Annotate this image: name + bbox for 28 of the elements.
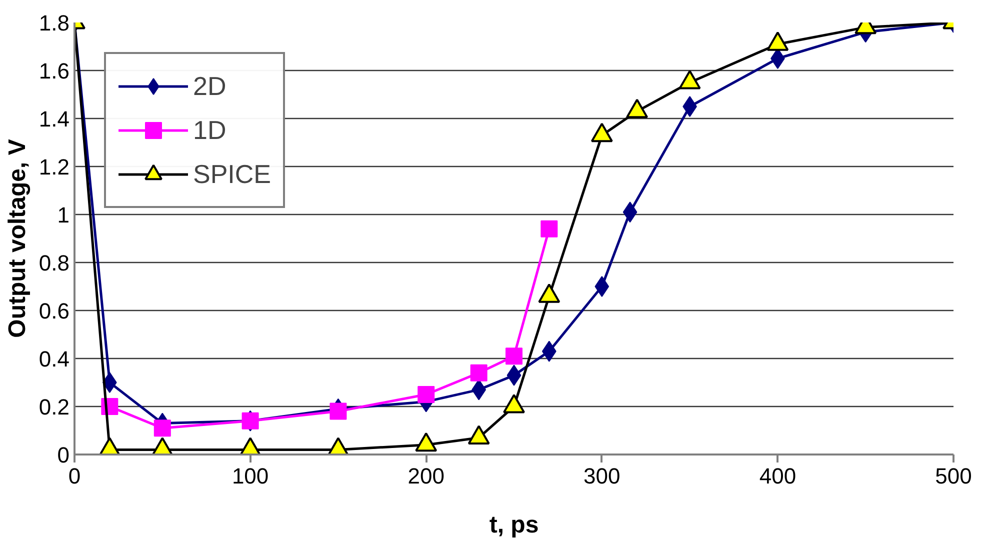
y-axis-title: Output voltage, V <box>4 139 31 338</box>
point <box>540 220 558 238</box>
y-tick-label: 0.6 <box>38 298 70 324</box>
y-tick-label: 1.4 <box>38 106 70 132</box>
point <box>154 420 171 437</box>
x-tick-label: 400 <box>759 464 796 488</box>
legend-label: 2D <box>193 70 226 102</box>
y-tick-label: 1 <box>57 202 70 228</box>
y-tick-label: 1.8 <box>38 10 70 36</box>
legend-label: 1D <box>193 114 226 146</box>
point <box>418 386 435 403</box>
x-axis-title: t, ps <box>489 512 539 538</box>
point <box>330 402 347 420</box>
x-tick-label: 500 <box>935 464 972 488</box>
y-tick-label: 1.2 <box>38 154 70 180</box>
point <box>470 364 488 382</box>
y-tick-label: 0.4 <box>38 346 70 372</box>
point <box>102 372 117 393</box>
x-tick-label: 100 <box>232 464 269 488</box>
x-tick-label: 300 <box>584 464 620 488</box>
legend-label: SPICE <box>193 158 272 190</box>
x-tick-label: 200 <box>408 464 444 488</box>
y-tick-label: 0.8 <box>38 250 70 276</box>
y-tick-label: 1.6 <box>38 58 70 84</box>
y-tick-label: 0.2 <box>38 394 70 420</box>
point <box>506 348 522 365</box>
y-tick-label: 0 <box>57 442 70 468</box>
point <box>594 276 610 297</box>
